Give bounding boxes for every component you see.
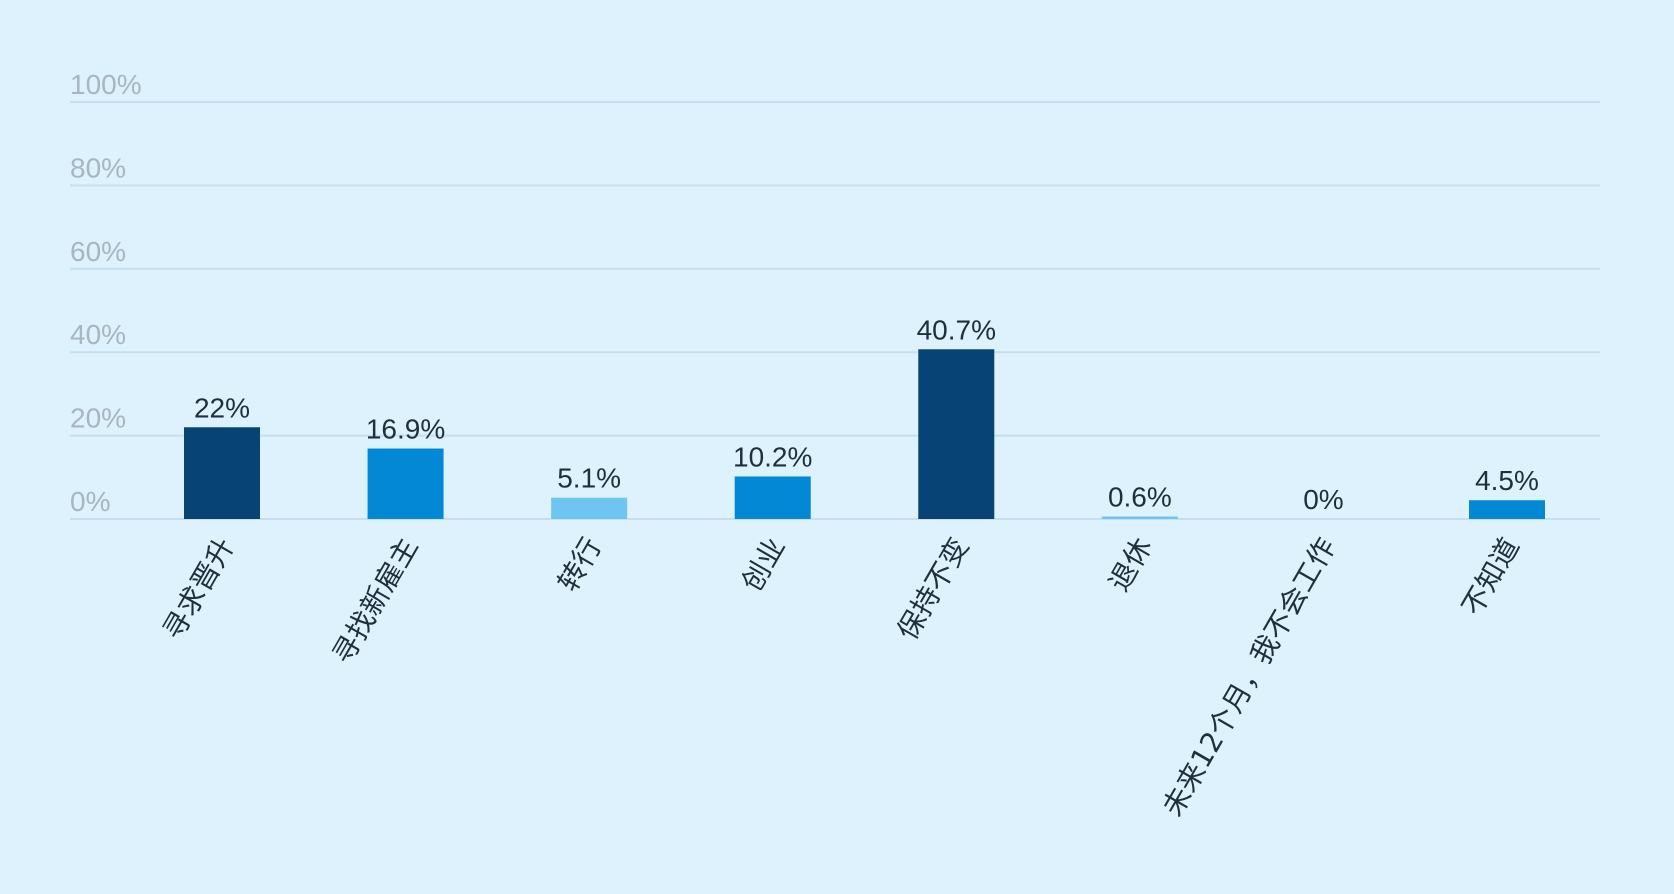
data-label: 40.7% — [917, 314, 996, 345]
y-tick-label: 0% — [70, 486, 110, 517]
data-label: 22% — [194, 392, 250, 423]
bar — [367, 448, 444, 519]
x-tick-label: 不知道 — [1455, 532, 1526, 621]
y-tick-label: 40% — [70, 319, 126, 350]
x-tick-label: 寻求晋升 — [156, 532, 241, 646]
bar — [1469, 500, 1545, 519]
y-tick-label: 20% — [70, 403, 126, 434]
data-label: 0.6% — [1108, 481, 1172, 512]
data-labels: 22% 16.9% 5.1% 10.2% 40.7% 0.6% 0% 4.5% — [194, 314, 1539, 515]
x-tick-label: 退休 — [1102, 532, 1159, 597]
bar — [551, 497, 628, 519]
data-label: 10.2% — [733, 441, 812, 472]
data-label: 5.1% — [557, 463, 621, 494]
x-tick-label: 寻找新雇主 — [326, 532, 425, 670]
bar — [184, 427, 260, 519]
data-label: 4.5% — [1475, 465, 1539, 496]
x-tick-label: 转行 — [552, 532, 609, 597]
x-tick-label: 保持不变 — [891, 532, 976, 646]
bars — [184, 349, 1545, 519]
data-label: 0% — [1303, 484, 1343, 515]
data-label: 16.9% — [366, 414, 445, 445]
bar — [918, 349, 995, 519]
y-axis-ticks: 0% 20% 40% 60% 80% 100% — [70, 69, 142, 517]
bar — [1101, 516, 1178, 519]
x-tick-label: 创业 — [735, 532, 792, 597]
y-tick-label: 60% — [70, 236, 126, 267]
y-tick-label: 100% — [70, 69, 142, 100]
bar — [734, 476, 811, 519]
y-tick-label: 80% — [70, 152, 126, 183]
x-tick-label: 未来12个月，我不会工作 — [1156, 532, 1342, 822]
grid-layer — [70, 101, 1600, 520]
